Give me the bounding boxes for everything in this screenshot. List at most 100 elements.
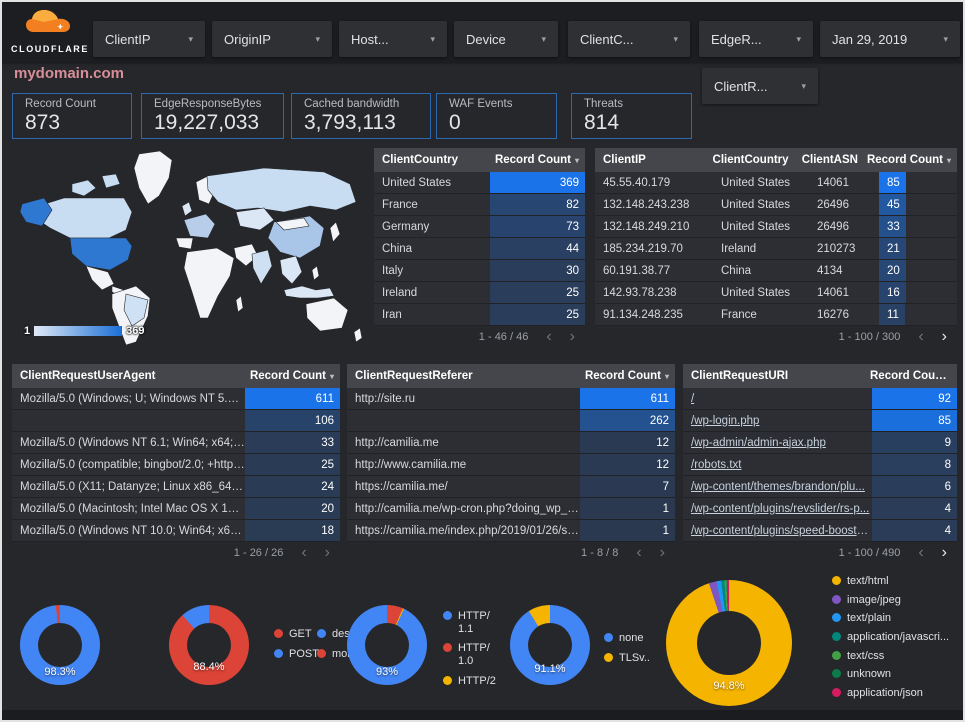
legend-dot-icon: [274, 648, 283, 658]
table-row[interactable]: Mozilla/5.0 (Windows NT 10.0; Win64; x64…: [12, 520, 340, 542]
legend-dot-icon: [832, 669, 841, 679]
prev-page-icon[interactable]: ‹: [918, 327, 924, 345]
table-body: /92 /wp-login.php 85 /wp-admin/admin-ajax…: [683, 388, 957, 542]
legend-min: 1: [24, 325, 31, 337]
table-row[interactable]: https://camilia.me/index.php/2019/01/26/…: [347, 520, 675, 542]
table-row[interactable]: /wp-admin/admin-ajax.php 9: [683, 432, 957, 454]
legend-item: unknown: [832, 668, 949, 681]
table-row[interactable]: Germany 73: [374, 216, 585, 238]
filter-host[interactable]: Host... ▾: [339, 21, 447, 57]
table-row[interactable]: Italy 30: [374, 260, 585, 282]
donut-content-type[interactable]: 94.8%: [666, 580, 792, 706]
table-row[interactable]: http://site.ru 611: [347, 388, 675, 410]
chevron-down-icon: ▾: [188, 33, 193, 44]
sort-caret-icon: ▾: [329, 372, 334, 381]
prev-page-icon[interactable]: ‹: [301, 543, 307, 561]
prev-page-icon[interactable]: ‹: [918, 543, 924, 561]
uri-link[interactable]: /wp-admin/admin-ajax.php: [691, 436, 826, 449]
table-row[interactable]: http://camilia.me/wp-cron.php?doing_wp_c…: [347, 498, 675, 520]
table-client-country: ClientCountry Record Count ▾ United State…: [374, 148, 585, 347]
chevron-down-icon: ▾: [541, 33, 546, 44]
table-row[interactable]: 185.234.219.70 Ireland 210273 21: [595, 238, 957, 260]
donut-http-version[interactable]: 93%: [347, 605, 427, 685]
table-row[interactable]: 60.191.38.77 China 4134 20: [595, 260, 957, 282]
filter-clientrequest[interactable]: ClientR... ▾: [702, 68, 818, 104]
table-row[interactable]: /wp-login.php 85: [683, 410, 957, 432]
scorecard-waf-events: WAF Events 0: [436, 93, 557, 139]
chevron-down-icon: ▾: [673, 33, 678, 44]
table-row[interactable]: Mozilla/5.0 (X11; Datanyze; Linux x86_64…: [12, 476, 340, 498]
table-row[interactable]: /robots.txt 8: [683, 454, 957, 476]
cloudflare-logo: CLOUDFLARE: [10, 8, 90, 56]
filter-device[interactable]: Device ▾: [454, 21, 558, 57]
table-header: ClientRequestReferer Record Count ▾: [347, 364, 675, 388]
table-row[interactable]: 262: [347, 410, 675, 432]
table-row[interactable]: Mozilla/5.0 (Windows; U; Windows NT 5.1;…: [12, 388, 340, 410]
next-page-icon[interactable]: ›: [569, 327, 575, 345]
next-page-icon[interactable]: ›: [324, 543, 330, 561]
pagination: 1 - 26 / 26 ‹ ›: [12, 542, 340, 563]
table-row[interactable]: Mozilla/5.0 (Windows NT 6.1; Win64; x64;…: [12, 432, 340, 454]
sort-header-record-count[interactable]: Record Count ▾: [866, 154, 951, 166]
sort-header-record-count[interactable]: Record Count ▾: [249, 370, 334, 382]
world-map[interactable]: 1 369: [12, 148, 368, 347]
uri-link[interactable]: /: [691, 392, 695, 405]
table-body: 45.55.40.179 United States 14061 85 132.148…: [595, 172, 957, 326]
table-row[interactable]: China 44: [374, 238, 585, 260]
legend-item: application/json: [832, 687, 949, 700]
donut-device-type[interactable]: 98.3%: [20, 605, 100, 685]
donut-http-method[interactable]: 88.4%: [169, 605, 249, 685]
table-row[interactable]: 45.55.40.179 United States 14061 85: [595, 172, 957, 194]
uri-link[interactable]: /robots.txt: [691, 458, 742, 471]
table-row[interactable]: 91.134.248.235 France 16276 11: [595, 304, 957, 326]
table-client-ip: ClientIP ClientCountry ClientASN Record …: [595, 148, 957, 347]
date-range-picker[interactable]: Jan 29, 2019 ▾: [820, 21, 960, 57]
table-row[interactable]: France 82: [374, 194, 585, 216]
table-row[interactable]: http://www.camilia.me 12: [347, 454, 675, 476]
table-row[interactable]: 106: [12, 410, 340, 432]
sort-header-record-count[interactable]: Record Count ▾: [870, 370, 955, 382]
uri-link[interactable]: /wp-content/plugins/revslider/rs-p...: [691, 502, 870, 515]
table-row[interactable]: 132.148.243.238 United States 26496 45: [595, 194, 957, 216]
table-header: ClientRequestURI Record Count ▾: [683, 364, 957, 388]
footer-strip: [2, 710, 963, 720]
table-row[interactable]: /wp-content/plugins/revslider/rs-p... 4: [683, 498, 957, 520]
table-row[interactable]: 132.148.249.210 United States 26496 33: [595, 216, 957, 238]
donut-percent-label: 98.3%: [44, 666, 76, 678]
uri-link[interactable]: /wp-content/plugins/speed-booste...: [691, 524, 872, 537]
table-row[interactable]: /wp-content/themes/brandon/plu... 6: [683, 476, 957, 498]
table-row[interactable]: United States 369: [374, 172, 585, 194]
legend-item: GET: [274, 628, 319, 641]
table-row[interactable]: Iran 25: [374, 304, 585, 326]
table-row[interactable]: http://camilia.me 12: [347, 432, 675, 454]
uri-link[interactable]: /wp-login.php: [691, 414, 760, 427]
table-row[interactable]: https://camilia.me/7: [347, 476, 675, 498]
pagination: 1 - 8 / 8 ‹ ›: [347, 542, 675, 563]
table-row[interactable]: Mozilla/5.0 (Macintosh; Intel Mac OS X 1…: [12, 498, 340, 520]
donut-tls-version[interactable]: 91.1%: [510, 605, 590, 685]
legend-max: 369: [126, 325, 145, 337]
prev-page-icon[interactable]: ‹: [546, 327, 552, 345]
donut-percent-label: 93%: [375, 666, 399, 678]
next-page-icon[interactable]: ›: [941, 543, 947, 561]
filter-clientcountry[interactable]: ClientC... ▾: [568, 21, 690, 57]
chevron-down-icon: ▾: [430, 33, 435, 44]
next-page-icon[interactable]: ›: [941, 327, 947, 345]
filter-clientip[interactable]: ClientIP ▾: [93, 21, 205, 57]
table-row[interactable]: 142.93.78.238 United States 14061 16: [595, 282, 957, 304]
table-row[interactable]: Mozilla/5.0 (compatible; bingbot/2.0; +h…: [12, 454, 340, 476]
table-request-uri: ClientRequestURI Record Count ▾ /92 /wp-l…: [683, 364, 957, 563]
filter-edgeresponse[interactable]: EdgeR... ▾: [699, 21, 813, 57]
legend-dot-icon: [832, 631, 841, 641]
table-row[interactable]: Ireland 25: [374, 282, 585, 304]
sort-header-record-count[interactable]: Record Count ▾: [584, 370, 669, 382]
donut-percent-label: 88.4%: [193, 661, 225, 673]
chevron-down-icon: ▾: [315, 33, 320, 44]
prev-page-icon[interactable]: ‹: [636, 543, 642, 561]
table-row[interactable]: /wp-content/plugins/speed-booste... 4: [683, 520, 957, 542]
uri-link[interactable]: /wp-content/themes/brandon/plu...: [691, 480, 865, 493]
next-page-icon[interactable]: ›: [659, 543, 665, 561]
sort-header-record-count[interactable]: Record Count ▾: [494, 154, 579, 166]
filter-originip[interactable]: OriginIP ▾: [212, 21, 332, 57]
table-row[interactable]: /92: [683, 388, 957, 410]
